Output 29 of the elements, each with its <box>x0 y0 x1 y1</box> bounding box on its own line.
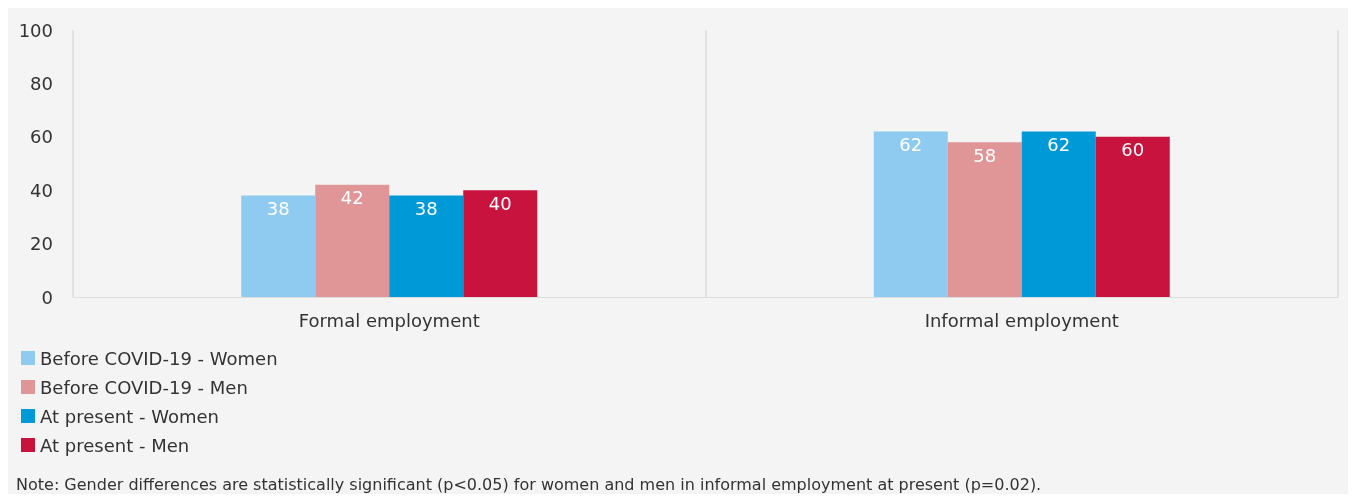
y-tick-label: 80 <box>30 72 53 94</box>
y-tick-label: 20 <box>30 233 53 255</box>
legend-label: At present - Women <box>40 405 219 427</box>
data-label: 62 <box>899 133 923 155</box>
bar <box>315 184 390 297</box>
legend-label: At present - Men <box>40 434 190 456</box>
data-label: 62 <box>1047 133 1071 155</box>
legend-label: Before COVID-19 - Women <box>40 347 278 369</box>
y-tick-label: 60 <box>30 126 53 148</box>
bar <box>947 142 1022 297</box>
bar <box>873 131 948 297</box>
x-tick-label: Informal employment <box>924 309 1119 331</box>
data-label: 40 <box>488 192 512 214</box>
data-label: 58 <box>973 144 997 166</box>
bar <box>1021 131 1096 297</box>
data-label: 60 <box>1121 139 1145 161</box>
data-label: 42 <box>340 187 364 209</box>
y-tick-label: 40 <box>30 179 53 201</box>
data-label: 38 <box>266 198 290 220</box>
data-label: 38 <box>414 198 438 220</box>
y-tick-label: 0 <box>41 286 53 308</box>
x-tick-label: Formal employment <box>298 309 480 331</box>
bar <box>1095 136 1170 297</box>
y-tick-label: 100 <box>18 19 53 41</box>
legend-label: Before COVID-19 - Men <box>40 376 248 398</box>
text: Note: Gender differences are statistically significant (p<0.05) for women and men in informal employment at present (p=0.02). <box>16 474 1042 494</box>
bar <box>389 195 464 297</box>
bar <box>463 190 538 297</box>
bar <box>241 195 316 297</box>
